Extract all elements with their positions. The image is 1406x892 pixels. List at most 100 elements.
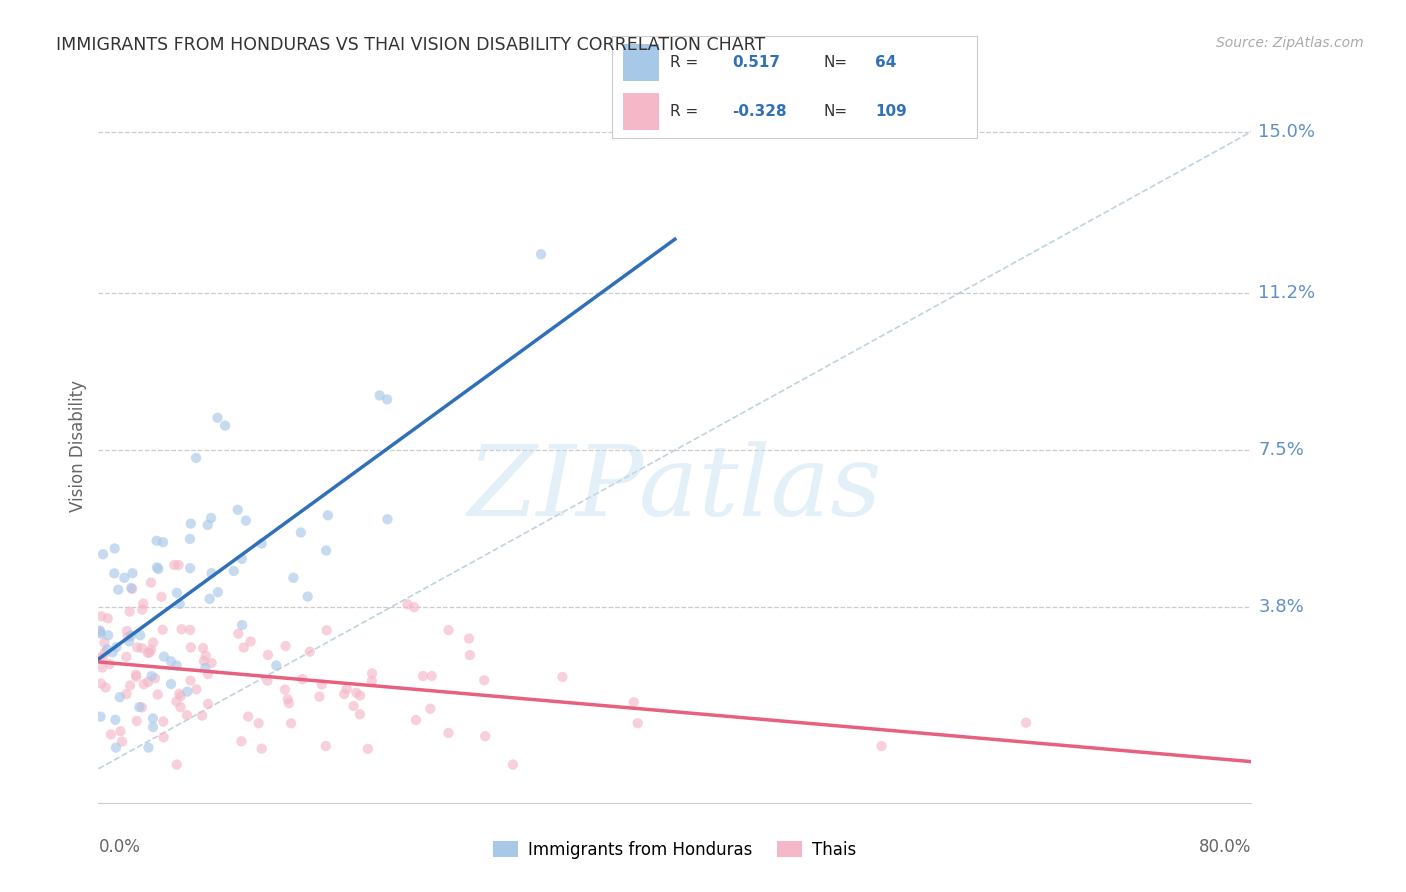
Point xyxy=(349,707,371,722)
Point xyxy=(96,642,118,657)
Point xyxy=(361,666,384,681)
Point xyxy=(97,611,120,625)
Point xyxy=(129,628,152,642)
Point xyxy=(191,641,214,656)
Point xyxy=(200,566,222,581)
Point xyxy=(315,543,337,558)
Point xyxy=(125,667,148,681)
Point xyxy=(274,639,297,653)
Point xyxy=(290,525,312,540)
Point xyxy=(375,392,398,407)
Point xyxy=(138,740,160,755)
Text: ZIPatlas: ZIPatlas xyxy=(468,442,882,536)
Point xyxy=(148,562,170,576)
Point xyxy=(142,711,165,725)
Point xyxy=(160,677,183,691)
Point xyxy=(419,702,441,716)
Point xyxy=(180,516,202,531)
Point xyxy=(266,658,288,673)
Point xyxy=(90,676,112,690)
Point xyxy=(100,727,122,741)
Point xyxy=(160,654,183,668)
Point xyxy=(214,418,236,433)
Text: N=: N= xyxy=(824,54,848,70)
Point xyxy=(502,757,524,772)
Point xyxy=(256,673,278,688)
Point xyxy=(250,536,273,550)
Point xyxy=(104,740,127,755)
Point xyxy=(139,642,162,657)
Point xyxy=(91,650,114,665)
Point xyxy=(98,657,121,672)
Point xyxy=(131,641,153,656)
Point xyxy=(117,630,139,644)
Point xyxy=(165,694,187,708)
Point xyxy=(226,503,249,517)
Point xyxy=(166,658,188,673)
Bar xyxy=(623,93,659,130)
Point xyxy=(458,648,481,662)
Point xyxy=(257,648,280,662)
Point xyxy=(152,714,174,729)
Point xyxy=(142,635,165,649)
Point xyxy=(89,624,111,638)
Point xyxy=(530,247,553,261)
Point xyxy=(278,696,301,710)
Point xyxy=(247,716,270,731)
Point xyxy=(90,626,112,640)
Point xyxy=(197,697,219,711)
Point xyxy=(125,670,148,684)
Point xyxy=(280,716,302,731)
Point xyxy=(138,645,160,659)
Point xyxy=(357,741,380,756)
Point xyxy=(97,628,120,642)
Point xyxy=(176,708,198,723)
Point xyxy=(291,672,314,686)
Point xyxy=(110,724,132,739)
Text: 64: 64 xyxy=(875,54,896,70)
Point xyxy=(200,511,222,525)
Point xyxy=(152,731,174,745)
Point xyxy=(91,547,114,561)
Point xyxy=(128,700,150,714)
Point xyxy=(125,714,148,728)
Point xyxy=(198,591,221,606)
Point xyxy=(194,661,217,675)
Point xyxy=(101,645,124,659)
Point xyxy=(136,646,159,660)
Point xyxy=(142,720,165,734)
Point xyxy=(360,674,382,689)
Text: 0.517: 0.517 xyxy=(733,54,780,70)
Point xyxy=(343,699,366,714)
Point xyxy=(121,582,143,596)
Point xyxy=(232,640,254,655)
Text: 7.5%: 7.5% xyxy=(1258,442,1305,459)
Point xyxy=(193,654,215,668)
Point xyxy=(153,649,176,664)
Text: 80.0%: 80.0% xyxy=(1199,838,1251,856)
Point xyxy=(152,623,174,637)
Point xyxy=(207,410,229,425)
Text: 11.2%: 11.2% xyxy=(1258,284,1316,302)
Point xyxy=(90,709,112,723)
Point xyxy=(89,650,111,665)
Point xyxy=(169,700,191,714)
Text: 0.0%: 0.0% xyxy=(98,838,141,856)
Point xyxy=(108,690,131,705)
Point xyxy=(311,677,333,691)
Point xyxy=(194,648,217,663)
Point xyxy=(179,561,201,575)
Point xyxy=(143,671,166,685)
Point xyxy=(111,734,134,748)
Point xyxy=(197,517,219,532)
Point xyxy=(146,560,169,574)
Point xyxy=(91,660,114,674)
Point xyxy=(222,564,245,578)
Point xyxy=(136,675,159,690)
Point xyxy=(141,669,163,683)
Point xyxy=(104,713,127,727)
Point xyxy=(349,689,371,703)
Point xyxy=(315,739,337,753)
Point xyxy=(201,656,224,670)
Text: -0.328: -0.328 xyxy=(733,104,787,120)
